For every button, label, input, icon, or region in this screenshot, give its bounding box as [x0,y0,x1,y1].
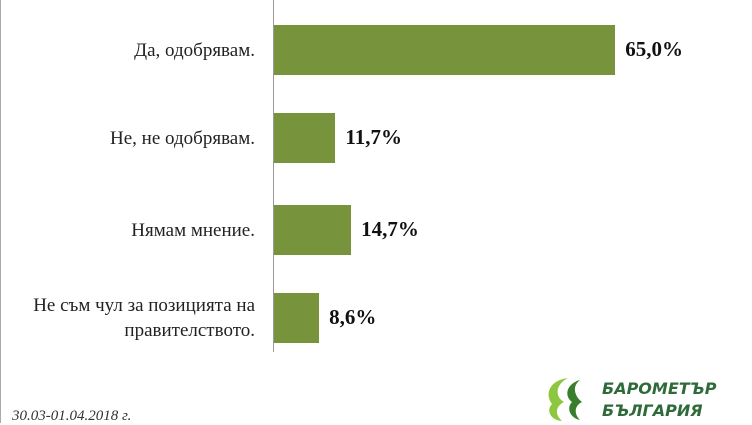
date-note: 30.03-01.04.2018 г. [12,408,132,424]
category-label: Да, одобрявам. [134,39,255,61]
value-label: 8,6% [329,305,377,329]
logo: БАРОМЕТЪР БЪЛГАРИЯ [548,378,717,421]
bar [274,205,352,255]
category-label: Не, не одобрявам. [110,127,255,149]
bar [274,293,320,343]
logo-mark [567,380,582,420]
axis-line [273,0,274,352]
value-label: 14,7% [361,217,419,241]
frame-line [0,0,1,423]
logo-text: БЪЛГАРИЯ [602,401,703,420]
logo-text: БАРОМЕТЪР [602,379,717,398]
logo-mark [548,378,568,421]
bar [274,113,336,163]
bar [274,25,616,75]
value-label: 11,7% [345,125,403,149]
category-label: Нямам мнение. [131,219,255,241]
value-label: 65,0% [625,37,683,61]
category-label: Не съм чул за позицията на правителствот… [33,295,255,341]
